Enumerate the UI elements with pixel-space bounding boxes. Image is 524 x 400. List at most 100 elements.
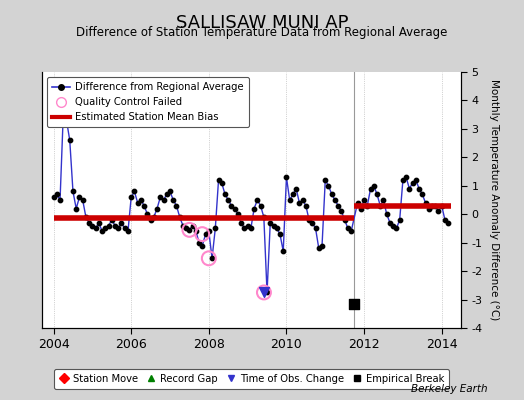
Point [250,205,258,212]
Point [137,197,145,203]
Text: Berkeley Earth: Berkeley Earth [411,384,487,394]
Point [182,225,190,232]
Point [295,200,303,206]
Point [98,228,106,234]
Point [431,202,440,209]
Point [124,228,132,234]
Point [299,197,307,203]
Point [260,289,268,296]
Point [347,228,355,234]
Point [150,214,158,220]
Point [205,228,213,234]
Point [179,222,187,229]
Point [224,197,233,203]
Point [140,202,148,209]
Point [292,186,300,192]
Point [360,197,368,203]
Point [59,112,68,118]
Point [201,231,210,237]
Point [396,217,404,223]
Point [383,211,391,218]
Point [166,188,174,195]
Point [237,220,245,226]
Point [418,191,427,198]
Point [52,191,61,198]
Point [260,289,268,296]
Point [192,228,200,234]
Point [289,191,297,198]
Point [91,225,100,232]
Point [357,205,365,212]
Point [82,214,90,220]
Point [244,222,252,229]
Point [421,200,430,206]
Point [321,177,330,183]
Point [399,177,407,183]
Point [415,186,423,192]
Point [276,231,284,237]
Point [107,217,116,223]
Point [438,202,446,209]
Point [331,197,339,203]
Point [314,245,323,252]
Point [247,225,255,232]
Point [324,182,333,189]
Point [127,194,135,200]
Point [185,227,193,233]
Point [88,222,96,229]
Point [318,242,326,249]
Point [211,225,220,232]
Point [386,220,394,226]
Point [185,227,193,233]
Point [66,137,74,144]
Point [169,197,178,203]
Text: Difference of Station Temperature Data from Regional Average: Difference of Station Temperature Data f… [77,26,447,39]
Point [59,112,68,118]
Point [350,301,358,307]
Point [376,202,385,209]
Point [49,194,58,200]
Point [69,188,77,195]
Point [156,194,165,200]
Point [369,182,378,189]
Point [172,202,181,209]
Point [159,197,168,203]
Point [198,242,206,249]
Point [424,205,433,212]
Point [111,222,119,229]
Point [217,180,226,186]
Point [334,202,342,209]
Point [176,214,184,220]
Point [208,255,216,262]
Point [189,222,197,229]
Point [114,225,123,232]
Point [95,220,103,226]
Point [405,186,413,192]
Point [195,240,203,246]
Point [162,191,171,198]
Point [143,211,151,218]
Y-axis label: Monthly Temperature Anomaly Difference (°C): Monthly Temperature Anomaly Difference (… [489,79,499,321]
Point [121,225,129,232]
Point [305,217,313,223]
Point [337,208,346,214]
Point [441,217,449,223]
Point [363,202,372,209]
Point [75,194,84,200]
Point [117,220,126,226]
Point [379,197,388,203]
Point [214,177,223,183]
Point [302,202,310,209]
Point [263,289,271,296]
Point [402,174,410,180]
Point [308,220,316,226]
Point [221,191,229,198]
Legend: Station Move, Record Gap, Time of Obs. Change, Empirical Break: Station Move, Record Gap, Time of Obs. C… [54,369,449,389]
Point [366,186,375,192]
Point [101,225,110,232]
Point [259,214,268,220]
Point [428,202,436,209]
Point [373,191,381,198]
Point [256,202,265,209]
Point [153,205,161,212]
